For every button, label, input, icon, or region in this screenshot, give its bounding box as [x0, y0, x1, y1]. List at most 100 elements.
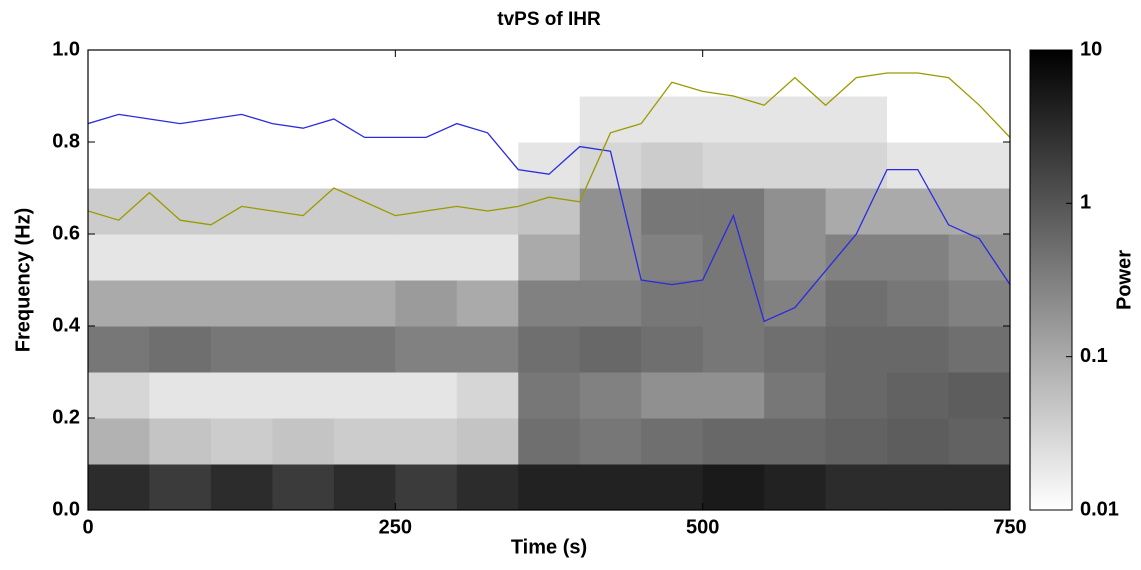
heatmap-cell [88, 280, 150, 327]
x-axis-label: Time (s) [511, 536, 587, 558]
heatmap-cell [210, 372, 273, 419]
heatmap-cell [149, 280, 212, 327]
heatmap-cell [825, 50, 888, 97]
heatmap-cell [702, 326, 765, 373]
heatmap-cell [395, 280, 458, 327]
heatmap-cell [210, 280, 273, 327]
heatmap-cell [579, 372, 642, 419]
heatmap-cell [333, 234, 396, 281]
colorbar-label: Power [1113, 250, 1135, 310]
heatmap-cell [764, 96, 827, 143]
heatmap-cell [456, 418, 519, 465]
heatmap-cell [641, 142, 704, 189]
heatmap-cell [333, 464, 396, 510]
heatmap-cell [579, 326, 642, 373]
heatmap-cell [210, 464, 273, 510]
heatmap-cell [518, 234, 581, 281]
heatmap-cell [518, 372, 581, 419]
heatmap-cell [333, 372, 396, 419]
heatmap-cell [948, 280, 1010, 327]
heatmap-cell [764, 326, 827, 373]
heatmap-cell [210, 234, 273, 281]
heatmap-cell [825, 326, 888, 373]
heatmap-cell [272, 326, 335, 373]
heatmap-cell [395, 96, 458, 143]
y-tick-label: 1.0 [52, 38, 80, 60]
heatmap-cell [641, 326, 704, 373]
heatmap-cell [333, 280, 396, 327]
heatmap-cell [456, 96, 519, 143]
heatmap-cell [948, 418, 1010, 465]
heatmap-cell [887, 96, 950, 143]
heatmap-cell [149, 418, 212, 465]
heatmap-cell [456, 234, 519, 281]
heatmap-cell [641, 234, 704, 281]
series-line [88, 113, 1010, 323]
heatmap-cell [702, 188, 765, 235]
heatmap-cell [518, 96, 581, 143]
heatmap-cell [764, 280, 827, 327]
heatmap-cell [272, 234, 335, 281]
heatmap-cell [764, 188, 827, 235]
x-tick-label: 250 [379, 516, 412, 538]
heatmap-cell [518, 188, 581, 235]
heatmap-cell [88, 188, 150, 235]
plot-frame [87, 49, 1011, 511]
heatmap-cell [641, 188, 704, 235]
colorbar-tick-label: 0.01 [1080, 498, 1119, 520]
colorbar-tick-label: 10 [1080, 38, 1102, 60]
y-tick-label: 0.2 [52, 406, 80, 428]
heatmap-cell [825, 464, 888, 510]
heatmap-cell [641, 464, 704, 510]
heatmap-cell [825, 372, 888, 419]
heatmap-cell [272, 50, 335, 97]
heatmap-cell [887, 142, 950, 189]
heatmap-cell [88, 142, 150, 189]
heatmap-cell [825, 142, 888, 189]
heatmap-cell [149, 96, 212, 143]
heatmap-cell [333, 326, 396, 373]
y-tick-label: 0.4 [52, 314, 81, 336]
heatmap-cell [948, 372, 1010, 419]
colorbar-tick-label: 0.1 [1080, 345, 1108, 367]
heatmap-cell [948, 234, 1010, 281]
heatmap-cell [764, 372, 827, 419]
heatmap-cell [518, 418, 581, 465]
heatmap-cell [456, 280, 519, 327]
heatmap-cell [149, 464, 212, 510]
heatmap-cell [88, 326, 150, 373]
heatmap-cell [395, 372, 458, 419]
heatmap-cell [825, 418, 888, 465]
heatmap-cell [518, 50, 581, 97]
heatmap-cell [948, 188, 1010, 235]
heatmap-cell [210, 96, 273, 143]
heatmap-cell [456, 464, 519, 510]
heatmap-cell [333, 142, 396, 189]
x-tick-label: 500 [686, 516, 719, 538]
heatmap-cell [948, 96, 1010, 143]
heatmap-cell [88, 372, 150, 419]
heatmap-cell [764, 142, 827, 189]
heatmap-cell [887, 372, 950, 419]
heatmap-cell [149, 372, 212, 419]
heatmap-cell [702, 464, 765, 510]
x-tick-label: 750 [993, 516, 1026, 538]
heatmap-cell [272, 142, 335, 189]
heatmap-cell [579, 464, 642, 510]
heatmap-cell [948, 50, 1010, 97]
heatmap-cell [272, 96, 335, 143]
heatmap-cell [210, 50, 273, 97]
y-tick-label: 0.8 [52, 130, 80, 152]
heatmap-cell [641, 418, 704, 465]
heatmap-cell [272, 418, 335, 465]
heatmap-cell [395, 142, 458, 189]
heatmap-cell [88, 418, 150, 465]
heatmap-cell [887, 326, 950, 373]
heatmap-cell [456, 50, 519, 97]
heatmap-cell [887, 234, 950, 281]
heatmap-cell [641, 50, 704, 97]
heatmap-cell [702, 142, 765, 189]
heatmap-cell [210, 418, 273, 465]
heatmap [88, 50, 1010, 510]
